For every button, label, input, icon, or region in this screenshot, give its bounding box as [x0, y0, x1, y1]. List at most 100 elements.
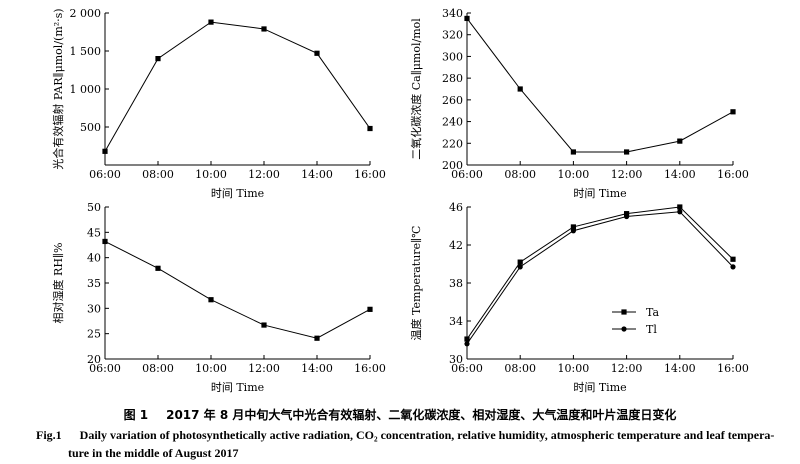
caption-en-text-1: Daily variation of photosynthetically ac… — [79, 428, 775, 442]
data-point — [677, 209, 683, 215]
y-tick-label: 25 — [87, 328, 101, 341]
x-tick-label: 06:00 — [89, 168, 121, 181]
data-point — [367, 125, 373, 132]
data-point — [208, 297, 214, 303]
data-point — [624, 211, 630, 217]
y-tick-label: 30 — [449, 353, 463, 366]
chart-panel-4: 30 34 38 42 46 06:00 08:00 10:00 12:00 14:00 16:00… — [409, 201, 749, 394]
chart-panel-1: 500 1 000 1 500 2 000 06:00 08:00 10:00 12:00 14… — [51, 7, 386, 200]
x-tick-label: 14:00 — [664, 168, 696, 181]
y-tick-label: 50 — [87, 201, 101, 214]
data-point — [730, 264, 736, 270]
x-tick-label: 06:00 — [451, 362, 483, 375]
x-tick-label: 06:00 — [451, 168, 483, 181]
series-line-Tl — [466, 211, 734, 345]
y-tick-label: 1 500 — [70, 45, 102, 58]
x-tick-label: 10:00 — [558, 168, 590, 181]
data-point — [102, 148, 108, 154]
data-point — [570, 149, 576, 155]
data-point — [155, 56, 161, 62]
data-point — [367, 306, 373, 312]
series-line-main — [466, 18, 734, 153]
y-tick-label: 1 000 — [70, 83, 102, 96]
y-tick-label: 2 000 — [70, 7, 102, 20]
data-point — [677, 138, 683, 144]
y-tick-label: 40 — [87, 252, 101, 265]
data-point — [464, 341, 470, 347]
y-axis-label: 光合有效辐射 PAR∥μmol/(m²·s) — [51, 8, 65, 169]
data-point — [261, 26, 267, 32]
y-tick-label: 280 — [442, 72, 463, 85]
x-tick-label: 10:00 — [558, 362, 590, 375]
series-line-main — [104, 241, 371, 339]
data-point — [314, 50, 320, 56]
y-tick-label: 46 — [449, 201, 463, 214]
x-tick-label: 08:00 — [504, 362, 536, 375]
series-line-Ta — [466, 206, 734, 340]
data-point — [624, 149, 630, 155]
x-tick-label: 14:00 — [301, 362, 333, 375]
x-tick-label: 08:00 — [504, 168, 536, 181]
y-tick-label: 200 — [442, 159, 463, 172]
y-tick-label: 340 — [442, 7, 463, 20]
data-point — [464, 15, 470, 22]
data-point — [517, 259, 523, 265]
y-tick-label: 38 — [449, 277, 463, 290]
data-point — [314, 335, 320, 341]
x-tick-label: 08:00 — [142, 168, 174, 181]
y-tick-label: 240 — [442, 116, 463, 129]
data-point — [517, 264, 523, 270]
x-tick-label: 12:00 — [611, 168, 643, 181]
x-tick-label: 16:00 — [354, 168, 386, 181]
caption-english-line2: ture in the middle of August 2017 — [68, 446, 788, 461]
caption-cn-text: 2017 年 8 月中旬大气中光合有效辐射、二氧化碳浓度、相对湿度、大气温度和叶… — [166, 408, 677, 422]
x-tick-label: 10:00 — [195, 168, 227, 181]
data-point — [102, 238, 108, 245]
y-tick-label: 220 — [442, 137, 463, 150]
x-axis-label: 时间 Time — [573, 187, 626, 200]
x-tick-label: 16:00 — [717, 168, 749, 181]
x-axis-label: 时间 Time — [211, 381, 264, 394]
caption-en-text-2: ture in the middle of August 2017 — [68, 446, 239, 460]
y-tick-label: 35 — [87, 277, 101, 290]
figure-panels: 500 1 000 1 500 2 000 06:00 08:00 10:00 12:00 14… — [51, 7, 749, 394]
data-point — [677, 204, 683, 210]
y-axis-label: 温度 Temperature∥℃ — [409, 226, 423, 341]
y-tick-label: 45 — [87, 226, 101, 239]
data-point — [261, 322, 267, 328]
x-tick-label: 14:00 — [664, 362, 696, 375]
x-tick-label: 12:00 — [248, 362, 280, 375]
y-tick-label: 260 — [442, 94, 463, 107]
caption-en-label: Fig.1 — [36, 428, 62, 442]
caption-chinese: 图 1 2017 年 8 月中旬大气中光合有效辐射、二氧化碳浓度、相对湿度、大气温… — [0, 406, 800, 423]
y-tick-label: 300 — [442, 50, 463, 63]
y-tick-label: 42 — [449, 239, 463, 252]
legend-marker — [621, 309, 627, 315]
y-tick-label: 34 — [449, 315, 463, 328]
legend-marker — [621, 326, 627, 332]
y-tick-label: 320 — [442, 29, 463, 42]
x-axis-label: 时间 Time — [573, 381, 626, 394]
data-point — [517, 86, 523, 92]
caption-english-line1: Fig.1 Daily variation of photosynthetical… — [36, 428, 796, 443]
x-tick-label: 16:00 — [717, 362, 749, 375]
y-axis-label: 相对湿度 RH∥% — [51, 243, 65, 324]
data-point — [208, 19, 214, 25]
x-tick-label: 12:00 — [611, 362, 643, 375]
series-line-main — [104, 21, 371, 152]
legend-label: Ta — [646, 306, 659, 319]
x-tick-label: 08:00 — [142, 362, 174, 375]
data-point — [624, 213, 630, 220]
data-point — [155, 265, 161, 271]
y-tick-label: 500 — [80, 121, 101, 134]
x-tick-label: 06:00 — [89, 362, 121, 375]
x-tick-label: 16:00 — [354, 362, 386, 375]
x-tick-label: 12:00 — [248, 168, 280, 181]
caption-cn-label: 图 1 — [123, 408, 149, 422]
data-point — [570, 224, 576, 230]
y-tick-label: 20 — [87, 353, 101, 366]
x-axis-label: 时间 Time — [211, 187, 264, 200]
data-point — [730, 256, 736, 262]
chart-panel-2: 200 220 240 260 280 300 320 340 06:00 08:00 10:00 1… — [409, 7, 749, 200]
y-tick-label: 30 — [87, 302, 101, 315]
